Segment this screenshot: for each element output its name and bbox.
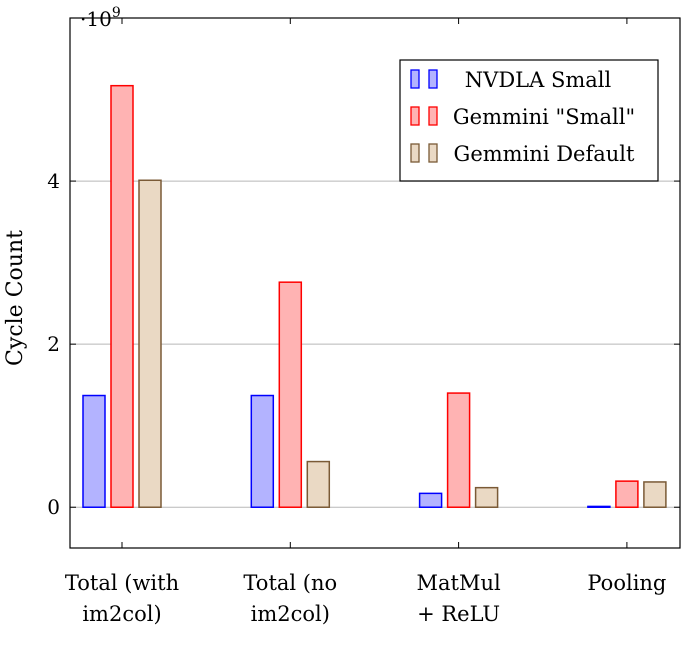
y-tick-label: 2	[47, 332, 60, 356]
legend-swatch	[410, 106, 420, 126]
y-tick-label: 0	[47, 495, 60, 519]
legend: NVDLA Small Gemmini "Small" Gemmini Defaul…	[399, 59, 659, 182]
bar-nvdla-small	[82, 394, 106, 508]
bar-gemmini-small	[615, 480, 639, 508]
bar-gemmini-small	[110, 84, 134, 508]
legend-box	[399, 59, 659, 182]
legend-swatch	[428, 106, 438, 126]
bar-gemmini-default	[474, 486, 499, 508]
bar-gemmini-small	[446, 392, 471, 508]
x-tick-label: + ReLU	[417, 602, 500, 626]
legend-swatch	[428, 69, 438, 89]
y-axis-label: Cycle Count	[3, 230, 28, 366]
bar-nvdla-small	[250, 394, 275, 508]
y-scale-label: ·109	[80, 5, 121, 31]
x-tick-label: im2col)	[82, 602, 161, 626]
bars	[82, 84, 667, 508]
legend-swatch	[410, 143, 420, 163]
axis-ticks: 0 2 4 Total (with im2col) Total (no im2col) Mat…	[47, 18, 680, 626]
x-tick-label: Total (no	[243, 571, 337, 595]
x-tick-label: Total (with	[65, 571, 179, 595]
legend-label: Gemmini "Small"	[453, 105, 635, 129]
bar-gemmini-default	[138, 179, 162, 508]
y-tick-label: 4	[47, 169, 60, 193]
legend-label: Gemmini Default	[454, 142, 635, 166]
legend-swatch	[410, 69, 420, 89]
legend-label: NVDLA Small	[465, 68, 612, 92]
x-tick-label: MatMul	[416, 571, 500, 595]
bar-gemmini-default	[306, 460, 331, 508]
legend-swatch	[428, 143, 438, 163]
bar-gemmini-small	[278, 281, 303, 508]
bar-nvdla-small	[418, 492, 443, 508]
plot-frame	[69, 17, 681, 549]
x-tick-label: im2col)	[251, 602, 330, 626]
x-tick-label: Pooling	[587, 571, 666, 595]
bar-nvdla-small	[587, 505, 611, 508]
bar-gemmini-default	[643, 481, 667, 508]
